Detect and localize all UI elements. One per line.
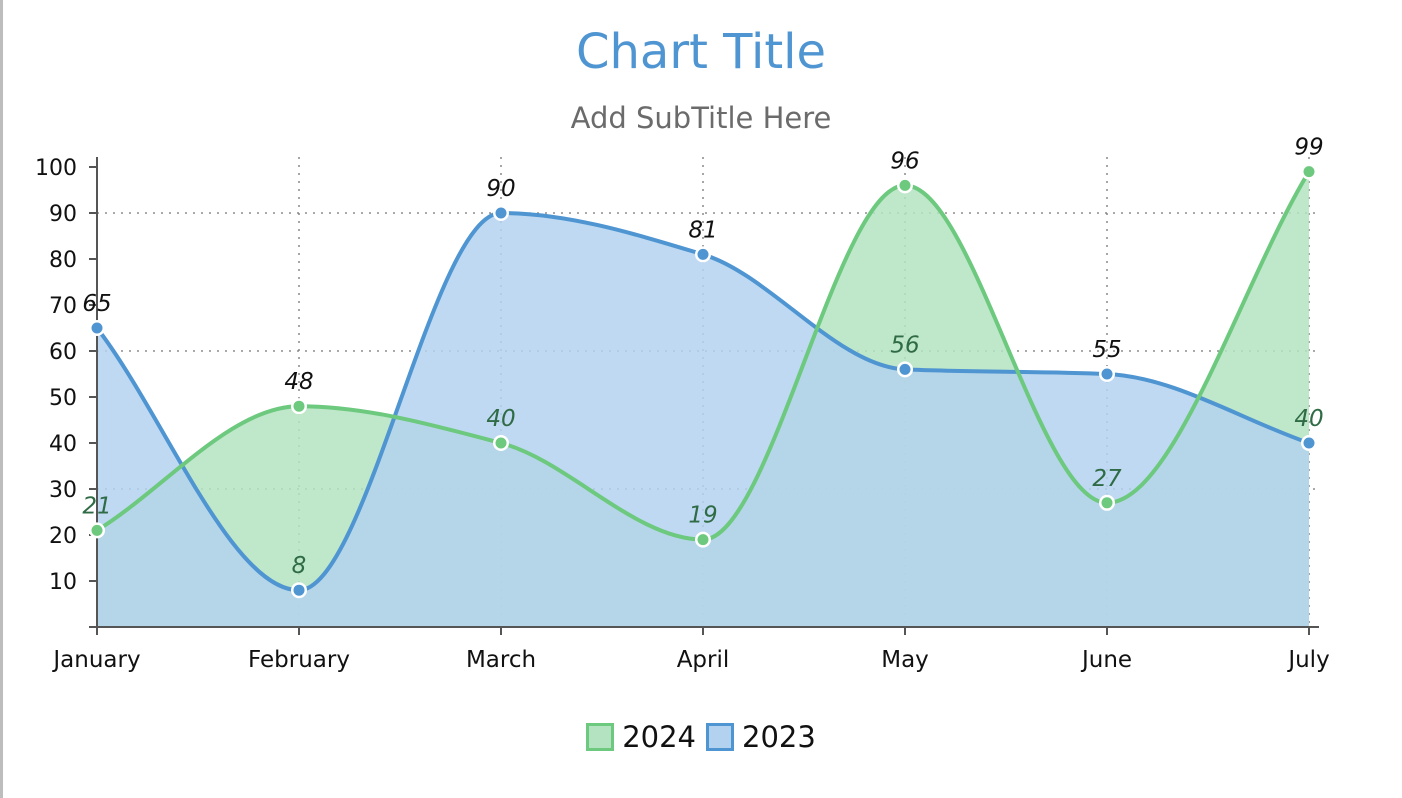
x-tick-label: January xyxy=(51,647,140,673)
y-tick-label: 30 xyxy=(49,478,77,503)
x-tick-label: June xyxy=(1080,647,1132,673)
frame-border xyxy=(0,0,3,798)
y-tick-label: 100 xyxy=(35,156,77,181)
x-tick-label: April xyxy=(677,647,730,673)
data-label-2024: 99 xyxy=(1294,135,1323,161)
y-tick-label: 80 xyxy=(49,248,77,273)
y-tick-label: 10 xyxy=(49,570,77,595)
data-label-2023: 90 xyxy=(486,176,515,202)
legend-swatch-2024 xyxy=(586,723,615,751)
data-label-2024: 48 xyxy=(284,369,313,395)
y-tick-label: 90 xyxy=(49,202,77,227)
data-label-2024: 21 xyxy=(82,493,111,519)
data-point-2023 xyxy=(495,207,507,219)
data-point-2023 xyxy=(1303,437,1315,449)
legend-item-2024[interactable]: 2024 xyxy=(586,720,696,754)
series-line-2024 xyxy=(95,170,1311,542)
data-point-2023 xyxy=(899,363,911,375)
data-label-2023: 65 xyxy=(82,291,111,317)
y-tick-label: 60 xyxy=(49,340,77,365)
x-tick-label: March xyxy=(466,647,536,673)
data-point-2024 xyxy=(697,534,709,546)
data-point-2024 xyxy=(1101,497,1113,509)
data-label-2023: 8 xyxy=(292,553,307,579)
y-tick-label: 70 xyxy=(49,294,77,319)
data-label-2024: 96 xyxy=(890,148,919,174)
data-label-2023: 56 xyxy=(890,332,919,358)
data-label-2023: 81 xyxy=(688,217,717,243)
data-point-2024 xyxy=(1303,166,1315,178)
legend-label-2024: 2024 xyxy=(622,720,696,754)
chart-subtitle: Add SubTitle Here xyxy=(570,101,832,135)
y-tick-label: 20 xyxy=(49,524,77,549)
legend-item-2023[interactable]: 2023 xyxy=(706,720,816,754)
data-label-2023: 55 xyxy=(1092,337,1121,363)
data-label-2024: 27 xyxy=(1092,466,1122,492)
chart-title: Chart Title xyxy=(575,24,827,80)
data-point-2023 xyxy=(697,248,709,260)
data-point-2023 xyxy=(91,322,103,334)
data-label-2024: 40 xyxy=(486,406,515,432)
y-tick-label: 50 xyxy=(49,386,77,411)
area-fill-2023 xyxy=(97,213,1309,627)
legend-swatch-2023 xyxy=(706,723,734,751)
data-point-2024 xyxy=(495,437,507,449)
data-point-2023 xyxy=(293,584,305,596)
data-point-2024 xyxy=(91,524,103,536)
x-tick-label: February xyxy=(248,647,350,673)
data-label-2024: 19 xyxy=(688,503,717,529)
series-line-2023 xyxy=(95,211,1310,593)
data-label-2023: 40 xyxy=(1294,406,1323,432)
x-tick-label: July xyxy=(1286,647,1329,673)
y-tick-label: 40 xyxy=(49,432,77,457)
data-point-2024 xyxy=(899,179,911,191)
legend: 2024 2023 xyxy=(0,720,1402,754)
x-tick-label: May xyxy=(881,647,929,673)
legend-label-2023: 2023 xyxy=(742,720,816,754)
data-point-2023 xyxy=(1101,368,1113,380)
data-point-2024 xyxy=(293,400,305,412)
